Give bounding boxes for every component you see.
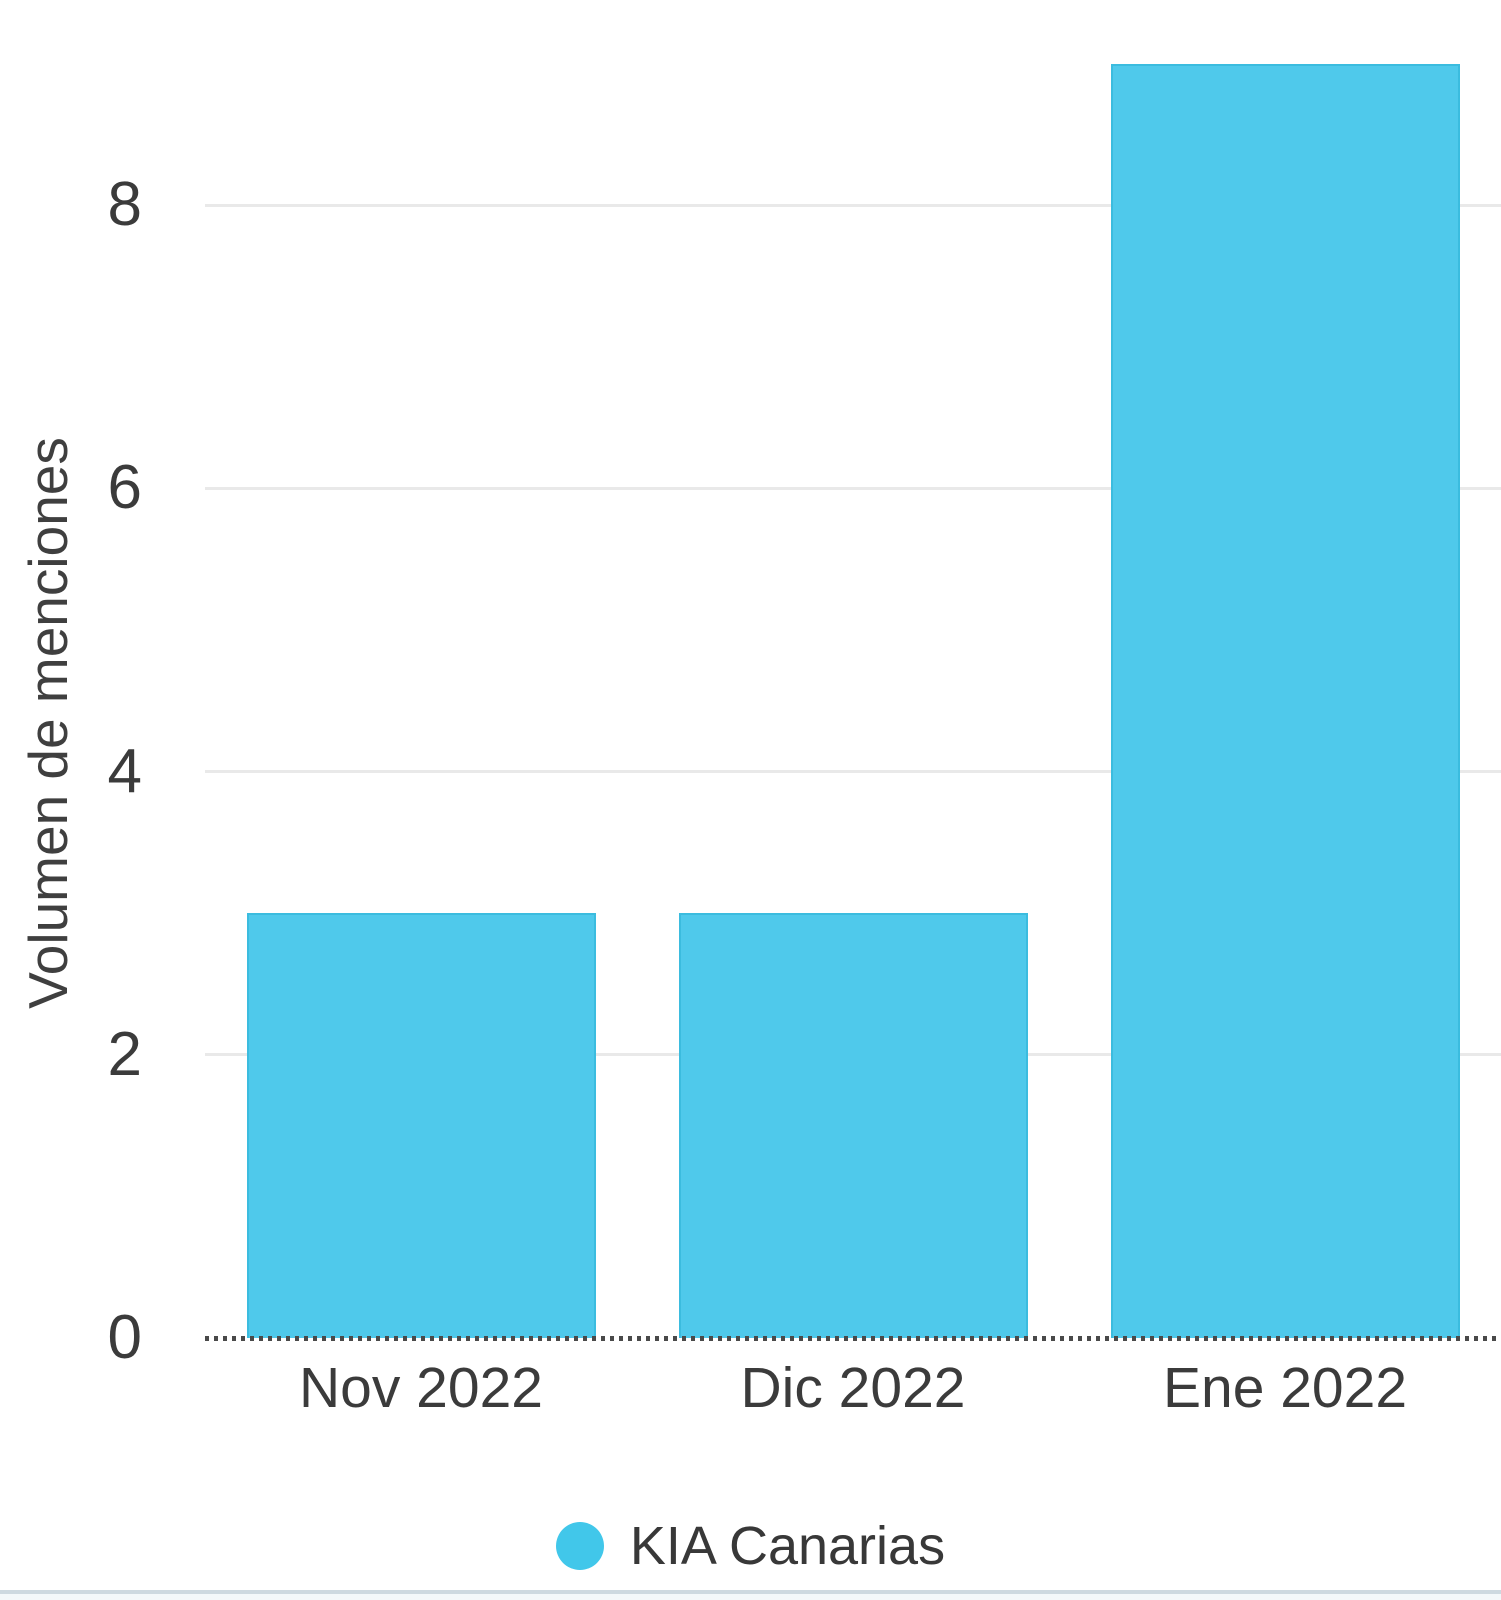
- x-axis-labels: Nov 2022 Dic 2022 Ene 2022: [205, 1348, 1501, 1428]
- y-tick-label-2: 2: [107, 1019, 142, 1089]
- gridline-y4: [205, 770, 1501, 774]
- legend-dot-icon: [555, 1522, 604, 1570]
- bar-ene-2022[interactable]: [1110, 64, 1460, 1338]
- legend-item-kia-canarias[interactable]: KIA Canarias: [555, 1515, 946, 1577]
- bar-dic-2022[interactable]: [678, 913, 1028, 1338]
- gridline-y8: [205, 203, 1501, 207]
- y-tick-label-8: 8: [107, 170, 142, 240]
- bar-nov-2022[interactable]: [246, 913, 596, 1338]
- x-tick-label-nov-2022: Nov 2022: [298, 1356, 543, 1420]
- plot-area: [205, 0, 1501, 1341]
- legend-label: KIA Canarias: [629, 1516, 946, 1576]
- y-tick-label-4: 4: [107, 736, 142, 806]
- y-axis-ticks: 0 2 4 6 8: [0, 0, 150, 1400]
- legend: KIA Canarias: [0, 1508, 1501, 1584]
- gridline-y6: [205, 486, 1501, 490]
- bottom-divider-underlay: [0, 1594, 1501, 1600]
- zero-baseline: [205, 1336, 1501, 1341]
- y-tick-label-0: 0: [107, 1303, 142, 1372]
- x-tick-label-dic-2022: Dic 2022: [740, 1356, 966, 1420]
- x-tick-label-ene-2022: Ene 2022: [1162, 1356, 1408, 1420]
- bottom-divider: [0, 1590, 1501, 1594]
- y-tick-label-6: 6: [107, 453, 142, 523]
